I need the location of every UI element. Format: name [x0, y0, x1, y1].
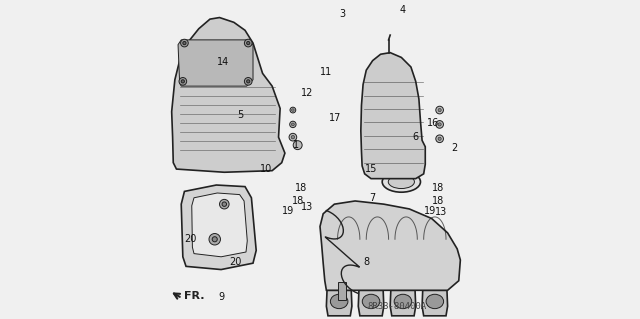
Circle shape — [289, 133, 297, 141]
Circle shape — [222, 202, 227, 206]
Polygon shape — [358, 290, 384, 316]
Text: 9: 9 — [218, 292, 224, 302]
Ellipse shape — [394, 294, 412, 309]
Circle shape — [212, 237, 218, 242]
Polygon shape — [320, 201, 460, 290]
Circle shape — [438, 108, 441, 112]
Circle shape — [436, 106, 444, 114]
Circle shape — [244, 78, 252, 85]
Text: 3: 3 — [339, 9, 346, 19]
Text: 2: 2 — [451, 143, 457, 153]
Text: 12: 12 — [301, 87, 314, 98]
Text: 19: 19 — [282, 205, 294, 216]
Circle shape — [293, 141, 302, 150]
Text: 14: 14 — [216, 57, 229, 67]
Text: 18: 18 — [432, 196, 444, 206]
Text: 16: 16 — [427, 118, 440, 128]
Polygon shape — [172, 18, 285, 172]
Ellipse shape — [382, 171, 420, 192]
Text: 18: 18 — [292, 196, 304, 206]
Circle shape — [181, 80, 184, 83]
Polygon shape — [192, 193, 247, 257]
Text: 20: 20 — [229, 256, 242, 267]
Polygon shape — [326, 290, 352, 316]
Text: 20: 20 — [184, 234, 197, 244]
Text: 4: 4 — [400, 4, 406, 15]
Text: 19: 19 — [424, 205, 436, 216]
Polygon shape — [390, 290, 416, 316]
Text: 6: 6 — [413, 132, 419, 142]
Text: 5: 5 — [237, 110, 243, 120]
Circle shape — [220, 199, 229, 209]
Text: 10: 10 — [260, 164, 272, 174]
Text: 1: 1 — [293, 140, 299, 150]
Circle shape — [438, 123, 441, 126]
Ellipse shape — [330, 294, 348, 309]
Circle shape — [291, 136, 294, 139]
Ellipse shape — [362, 294, 380, 309]
Text: FR.: FR. — [184, 291, 205, 301]
Text: 11: 11 — [320, 67, 333, 77]
Circle shape — [438, 137, 441, 140]
Text: 8R33-80400A: 8R33-80400A — [367, 302, 426, 311]
Circle shape — [290, 107, 296, 113]
Circle shape — [246, 80, 250, 83]
Circle shape — [290, 121, 296, 128]
Polygon shape — [361, 53, 425, 179]
Text: 8: 8 — [363, 256, 369, 267]
Circle shape — [436, 135, 444, 143]
Text: 7: 7 — [369, 193, 376, 203]
Circle shape — [436, 121, 444, 128]
Text: 15: 15 — [365, 164, 377, 174]
Bar — [337, 282, 346, 300]
Polygon shape — [422, 290, 447, 316]
Circle shape — [209, 234, 220, 245]
Circle shape — [183, 41, 186, 45]
Text: 17: 17 — [329, 113, 342, 123]
Circle shape — [179, 78, 187, 85]
Circle shape — [246, 41, 250, 45]
Text: 13: 13 — [301, 202, 314, 212]
Text: 18: 18 — [295, 183, 307, 193]
Text: 18: 18 — [432, 183, 444, 193]
Circle shape — [180, 39, 188, 47]
Polygon shape — [178, 40, 253, 86]
Ellipse shape — [426, 294, 444, 309]
Ellipse shape — [388, 175, 415, 189]
Polygon shape — [181, 185, 256, 270]
Text: 13: 13 — [435, 207, 447, 217]
Circle shape — [292, 109, 294, 111]
Circle shape — [291, 123, 294, 126]
Circle shape — [244, 39, 252, 47]
